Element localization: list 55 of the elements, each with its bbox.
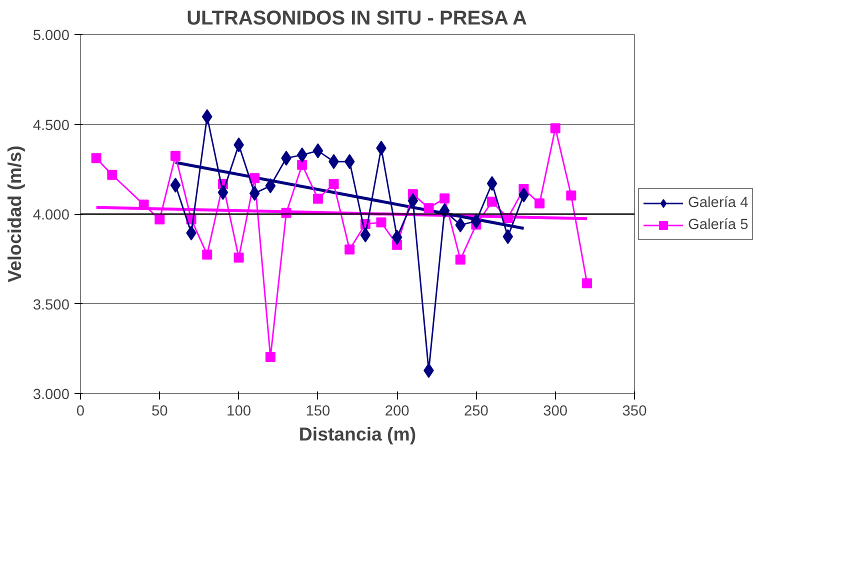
- y-tick-label: 3.000: [32, 387, 70, 403]
- point: [249, 186, 260, 201]
- x-axis-title: Distancia (m): [298, 424, 416, 444]
- x-tick-label: 0: [76, 404, 85, 420]
- point: [424, 203, 434, 214]
- point: [486, 176, 498, 191]
- point: [440, 193, 450, 204]
- point: [408, 193, 418, 208]
- point: [296, 147, 308, 162]
- point: [502, 229, 514, 244]
- point: [455, 217, 466, 232]
- point: [265, 352, 276, 362]
- point: [439, 203, 450, 218]
- point: [376, 217, 386, 228]
- point: [550, 123, 560, 134]
- point: [312, 143, 324, 158]
- legend-label: Galería 5: [688, 216, 748, 232]
- point: [312, 194, 323, 204]
- point: [534, 198, 545, 208]
- point: [91, 153, 102, 164]
- point: [582, 278, 592, 288]
- point: [154, 214, 165, 224]
- point: [170, 150, 180, 161]
- x-tick-label: 150: [306, 404, 330, 420]
- x-tick-label: 100: [226, 404, 252, 420]
- point: [392, 230, 402, 245]
- point: [328, 179, 339, 190]
- point: [344, 244, 355, 255]
- point: [455, 254, 466, 265]
- point: [566, 190, 576, 201]
- point: [218, 184, 228, 200]
- point: [297, 160, 308, 170]
- y-tick-label: 4.000: [32, 208, 70, 224]
- point: [344, 154, 355, 170]
- point: [107, 170, 118, 180]
- y-tick-label: 5.000: [32, 28, 70, 44]
- x-tick-label: 300: [543, 404, 568, 420]
- point: [360, 228, 371, 242]
- point: [170, 178, 181, 193]
- x-tick-label: 200: [384, 404, 410, 420]
- chart-title: ULTRASONIDOS IN SITU - PRESA A: [186, 8, 527, 30]
- x-tick-label: 350: [622, 404, 647, 420]
- point: [487, 196, 498, 207]
- y-tick-label: 3.500: [32, 297, 70, 314]
- x-tick-label: 250: [464, 404, 488, 420]
- point: [202, 250, 212, 260]
- legend-label: Galería 4: [688, 194, 748, 210]
- y-tick-label: 4.500: [32, 118, 70, 134]
- y-axis-title: Velocidad (m/s): [4, 146, 25, 282]
- point: [265, 178, 276, 194]
- point: [250, 173, 260, 184]
- x-tick-label: 50: [151, 404, 168, 420]
- point: [138, 200, 149, 210]
- point: [234, 252, 244, 263]
- point: [202, 109, 212, 124]
